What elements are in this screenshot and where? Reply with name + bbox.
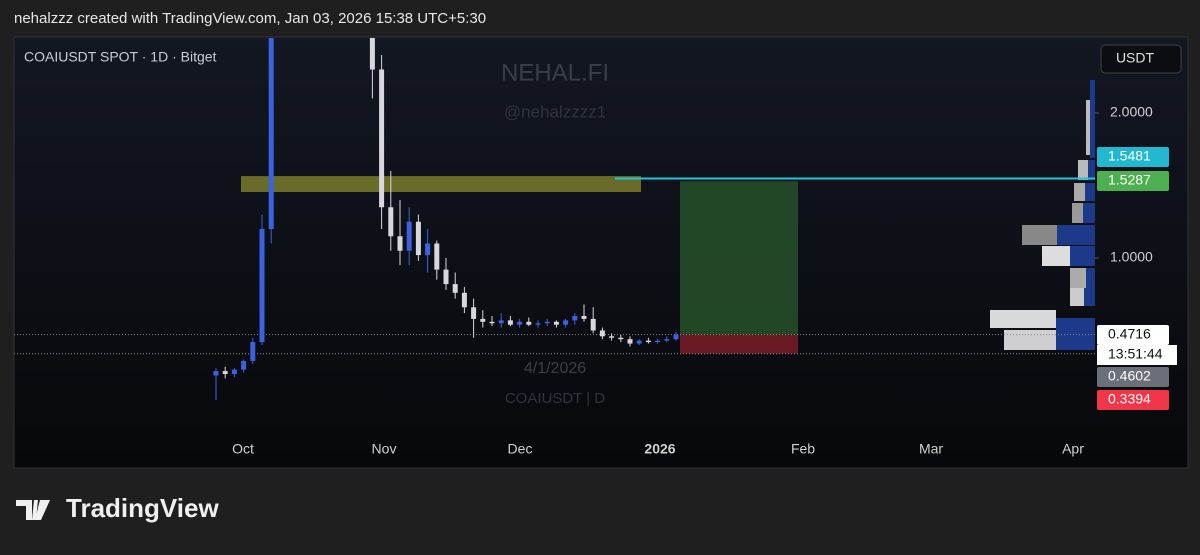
candle-body — [379, 69, 385, 208]
candle-body — [609, 336, 615, 338]
candle-body — [599, 330, 605, 337]
y-tick-label: 2.0000 — [1110, 104, 1153, 120]
candle-body — [241, 360, 247, 370]
x-tick-label: Feb — [791, 441, 815, 457]
candle-body — [425, 243, 431, 256]
chart-panel — [13, 36, 1189, 469]
y-tick-label: 1.0000 — [1110, 249, 1153, 265]
zone — [241, 176, 641, 193]
candle-body — [664, 339, 670, 341]
plot — [14, 38, 1095, 401]
candle-body — [572, 315, 578, 321]
price-tag — [1097, 367, 1169, 387]
candle-body — [434, 243, 440, 270]
target-box — [680, 181, 798, 335]
candle-body — [443, 269, 449, 285]
currency-button[interactable] — [1100, 44, 1182, 74]
candle-body — [526, 321, 532, 325]
watermark: COAIUSDT | D — [505, 390, 605, 407]
price-tag — [1097, 325, 1169, 345]
price-tag — [1097, 147, 1169, 167]
candle-body — [231, 369, 237, 374]
brand — [16, 500, 50, 520]
price-tag-label: 0.4602 — [1108, 368, 1151, 384]
x-tick-label: Mar — [919, 441, 943, 457]
countdown-tag — [1097, 345, 1177, 365]
candle-body — [222, 371, 228, 374]
candle-body — [627, 339, 633, 344]
candle-body — [452, 284, 458, 293]
price-tag-label: 0.3394 — [1108, 391, 1151, 407]
x-tick-label: Nov — [372, 441, 397, 457]
candle-body — [553, 321, 559, 325]
countdown: 13:51:44 — [1108, 346, 1163, 362]
candle-body — [480, 318, 486, 322]
price-tag-label: 1.5481 — [1108, 148, 1151, 164]
watermark: 4/1/2026 — [524, 360, 586, 377]
price-tag — [1097, 390, 1169, 410]
candle-body — [645, 340, 651, 343]
candle-body — [636, 340, 642, 344]
candle-body — [590, 318, 596, 331]
price-tag — [1097, 171, 1169, 191]
candle-body — [498, 320, 504, 324]
candle-body — [406, 221, 412, 251]
watermark: NEHAL.FI — [501, 59, 609, 86]
x-tick-label: Apr — [1062, 441, 1084, 457]
candle-body — [250, 342, 256, 361]
stop-box — [680, 334, 798, 354]
currency-label[interactable]: USDT — [1116, 50, 1155, 66]
price-tag-label: 1.5287 — [1108, 172, 1151, 188]
candle-body — [535, 323, 541, 325]
candle-body — [581, 315, 587, 319]
header: nehalzzz created with TradingView.com, J… — [14, 10, 486, 27]
candle-body — [461, 292, 467, 308]
x-tick-label: Dec — [508, 441, 533, 457]
x-tick-label: 2026 — [644, 441, 675, 457]
candle-body — [397, 236, 403, 251]
candle-body — [563, 320, 569, 325]
candle-body — [415, 221, 421, 256]
brand-name: TradingView — [66, 493, 219, 523]
candle-body — [618, 337, 624, 340]
candle-body — [655, 340, 661, 343]
symbol-label: COAIUSDT SPOT · 1D · Bitget — [24, 49, 217, 65]
candle-body — [259, 228, 265, 343]
watermark: @nehalzzzz1 — [504, 102, 606, 121]
candle-body — [388, 207, 394, 237]
candle-body — [213, 371, 219, 376]
candle-body — [507, 320, 513, 325]
price-tag-label: 0.4716 — [1108, 326, 1151, 342]
candle-body — [471, 307, 477, 319]
candle-body — [544, 321, 550, 324]
candle-body — [517, 321, 523, 325]
volume-profile — [990, 80, 1095, 350]
candle-body — [268, 38, 274, 229]
candle-body — [489, 321, 495, 324]
candle-body — [673, 334, 679, 340]
x-tick-label: Oct — [232, 441, 254, 457]
candle-body — [369, 38, 375, 70]
